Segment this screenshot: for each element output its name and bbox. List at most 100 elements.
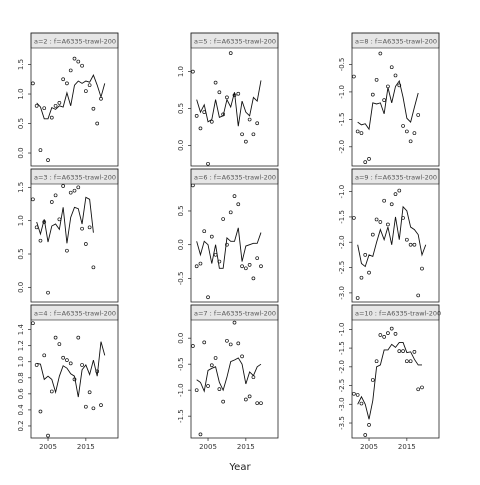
- data-point: [240, 264, 244, 269]
- y-tick-label: -1.0: [338, 323, 346, 337]
- x-tick-label: 2015: [77, 443, 95, 451]
- data-point: [232, 93, 237, 98]
- data-point: [225, 95, 229, 100]
- data-point: [198, 126, 203, 131]
- data-point: [408, 242, 413, 247]
- data-point: [378, 333, 383, 337]
- y-tick-label: 0.0: [17, 147, 25, 158]
- data-point: [202, 229, 207, 234]
- y-tick-label: -2.0: [338, 140, 346, 154]
- data-point: [228, 51, 233, 56]
- data-point: [87, 83, 92, 88]
- data-point: [374, 217, 379, 222]
- data-point: [240, 132, 244, 137]
- data-point: [352, 216, 356, 220]
- data-point: [416, 293, 421, 298]
- data-point: [367, 270, 371, 275]
- data-point: [251, 132, 256, 137]
- y-tick-label: -2.5: [338, 261, 346, 275]
- data-point: [57, 101, 62, 105]
- y-tick-label: 1.5: [17, 59, 25, 70]
- y-tick-label: -0.5: [338, 58, 346, 72]
- data-point: [401, 124, 405, 128]
- facet-panel: a=8 : f=A6335-trawl-200 -0.5 -1.0 -1.5 -2.0: [338, 32, 440, 167]
- data-point: [42, 353, 47, 358]
- data-point: [31, 197, 35, 202]
- y-tick-label: -1.5: [338, 113, 346, 127]
- data-point: [374, 77, 379, 82]
- facet-strip-label: a=2 : f=A6335-trawl-200: [34, 38, 116, 46]
- data-point: [255, 256, 260, 261]
- data-point: [221, 217, 225, 221]
- data-point: [370, 378, 375, 382]
- data-point: [416, 387, 421, 392]
- y-tick-label: 1.5: [17, 182, 25, 193]
- data-point: [202, 340, 207, 345]
- facet-strip-label: a=5 : f=A6335-trawl-200: [194, 38, 276, 46]
- data-point: [355, 296, 360, 300]
- data-point: [31, 321, 35, 326]
- data-point: [209, 119, 214, 124]
- y-tick-label: -3.5: [338, 416, 346, 430]
- y-tick-label: 0.5: [17, 248, 25, 259]
- y-tick-label: 0.0: [177, 239, 185, 250]
- data-point: [42, 106, 47, 111]
- data-point: [194, 388, 199, 393]
- y-tick-label: 0.0: [17, 282, 25, 293]
- facet-panel: a=2 : f=A6335-trawl-200 1.5 1.0 0.5 0.0: [17, 32, 119, 167]
- data-point: [389, 326, 394, 331]
- data-point: [217, 90, 222, 95]
- data-point: [232, 320, 237, 325]
- data-point: [397, 188, 402, 193]
- data-point: [255, 401, 260, 406]
- y-tick-label: 1.4: [17, 324, 25, 336]
- data-point: [255, 121, 260, 126]
- data-point: [76, 59, 81, 64]
- data-point: [209, 234, 214, 239]
- data-point: [408, 139, 413, 144]
- data-point: [225, 242, 229, 247]
- facet-strip-label: a=10 : f=A6335-trawl-200: [355, 310, 441, 318]
- data-point: [87, 225, 92, 230]
- data-point: [240, 354, 244, 359]
- data-point: [38, 148, 43, 152]
- data-point: [213, 80, 218, 85]
- data-point: [80, 63, 84, 68]
- y-tick-label: 0.8: [17, 372, 25, 383]
- y-tick-label: 1.0: [177, 66, 185, 77]
- y-tick-label: -1.5: [338, 210, 346, 224]
- data-point: [228, 210, 233, 215]
- data-point: [202, 110, 207, 115]
- facet-panel: a=7 : f=A6335-trawl-200 0.0 -0.5 -1.0 -1.5 20…: [177, 304, 279, 451]
- data-point: [382, 98, 386, 102]
- data-point: [236, 202, 241, 207]
- data-point: [83, 242, 88, 246]
- data-point: [76, 335, 81, 340]
- data-point: [397, 349, 402, 353]
- panel-frame: [30, 32, 119, 167]
- data-point: [191, 344, 195, 348]
- data-point: [206, 384, 210, 388]
- data-point: [221, 399, 225, 404]
- data-point: [191, 69, 195, 74]
- data-point: [213, 252, 218, 257]
- data-point: [405, 237, 409, 242]
- series-line: [196, 80, 262, 127]
- data-point: [68, 68, 73, 73]
- facet-strip-label: a=9 : f=A6335-trawl-200: [355, 174, 437, 182]
- data-point: [65, 81, 69, 86]
- data-point: [198, 261, 203, 266]
- data-point: [382, 335, 386, 339]
- y-tick-label: -0.5: [177, 272, 185, 286]
- data-point: [72, 56, 77, 61]
- data-point: [61, 355, 66, 360]
- x-axis-title: Year: [228, 462, 251, 473]
- facet-panel: a=9 : f=A6335-trawl-200 -1.0 -1.5 -2.0 -2.5 -…: [338, 168, 440, 303]
- data-point: [217, 387, 222, 391]
- data-point: [251, 375, 256, 380]
- data-point: [76, 185, 81, 190]
- data-point: [65, 358, 69, 362]
- data-point: [194, 113, 199, 118]
